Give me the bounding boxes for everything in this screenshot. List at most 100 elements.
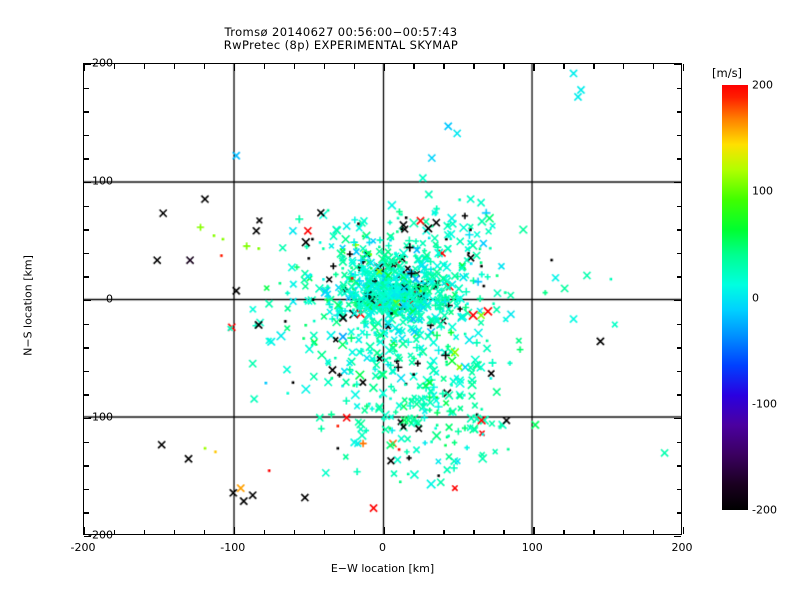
y-tick [84,205,89,207]
y-tick-label: -100 [88,410,113,424]
y-tick-label: 100 [92,174,113,188]
x-tick [623,64,625,69]
y-tick [84,488,89,491]
x-tick [413,64,415,69]
y-tick [676,252,681,255]
y-axis-title: N−S location [km] [21,255,35,356]
x-axis-title: E−W location [km] [330,562,435,575]
x-tick [293,529,296,534]
colorbar-gradient [722,85,748,510]
y-tick [84,394,89,396]
y-tick [84,347,89,349]
colorbar-unit-label: [m/s] [712,66,743,80]
x-tick [443,64,445,69]
x-tick [113,529,116,534]
x-tick [503,64,505,69]
y-tick [676,134,681,137]
x-tick-label: 100 [521,541,543,554]
y-tick [84,418,91,420]
y-tick [674,300,681,302]
y-tick [676,229,681,231]
colorbar-tick-label: 200 [752,78,773,92]
y-tick [84,87,89,89]
x-tick [173,64,176,69]
y-tick [84,512,89,514]
y-tick [84,111,89,113]
x-tick [533,64,535,71]
scatter-canvas [84,64,681,534]
y-tick [676,276,681,278]
y-tick [84,300,91,302]
x-tick [413,529,415,534]
x-tick [533,527,535,534]
x-tick [593,64,595,69]
y-tick [676,205,681,207]
y-tick [674,182,681,184]
y-tick [84,441,89,443]
x-tick [623,529,625,534]
x-tick [353,64,355,69]
x-tick [443,529,445,534]
colorbar [722,85,748,510]
figure-title: Tromsø 20140627 00:56:00−00:57:43 RwPret… [0,26,682,52]
x-tick [173,529,176,534]
x-tick-label: 200 [671,541,693,554]
colorbar-tick-label: 100 [752,184,773,198]
x-tick [503,529,505,534]
x-tick [143,529,146,534]
x-tick [353,529,355,534]
x-tick-label: 0 [379,541,386,554]
x-tick [683,527,685,534]
x-tick [293,64,296,69]
x-tick [593,529,595,534]
x-tick [473,64,475,69]
x-tick-label: -200 [70,541,96,554]
y-tick-label: -200 [88,528,113,542]
y-tick [674,418,681,420]
y-tick [84,229,89,231]
y-tick-label: 200 [92,56,113,70]
y-tick [676,323,681,325]
y-tick [676,111,681,113]
x-tick [683,64,685,71]
y-tick [676,488,681,491]
y-tick [676,512,681,514]
y-tick [676,465,681,467]
x-tick [203,64,206,69]
x-tick [473,529,475,534]
x-tick [84,64,86,71]
title-line-2: RwPretec (8p) EXPERIMENTAL SKYMAP [223,38,459,52]
y-tick [84,536,91,538]
y-tick [676,347,681,349]
y-tick [676,394,681,396]
x-tick [563,529,565,534]
y-tick [676,158,681,160]
x-tick [233,527,236,534]
y-tick [84,465,89,467]
x-tick-label: -100 [220,541,246,554]
x-tick [84,527,86,534]
x-tick [143,64,146,69]
x-tick [263,529,266,534]
y-tick [84,276,89,278]
y-tick [84,252,89,255]
y-tick [674,536,681,538]
colorbar-tick-label: 0 [752,291,759,304]
y-tick [84,158,89,160]
x-tick [323,64,325,69]
x-tick [263,64,266,69]
x-tick [653,64,655,69]
y-tick [84,370,89,373]
y-tick [84,182,91,184]
x-tick [383,527,385,534]
y-tick [84,64,91,66]
x-tick [113,64,116,69]
plot-area [83,63,685,538]
title-line-1: Tromsø 20140627 00:56:00−00:57:43 [224,25,458,39]
y-tick [84,134,89,137]
colorbar-tick-label: -200 [752,503,777,517]
x-tick [653,529,655,534]
y-tick [676,370,681,373]
y-tick [676,441,681,443]
